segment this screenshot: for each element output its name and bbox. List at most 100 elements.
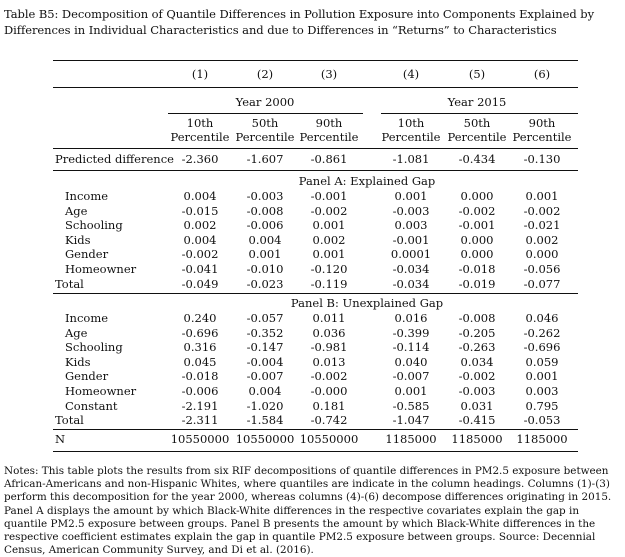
table-cell: -0.352 <box>246 325 284 340</box>
percentile-header: 50th <box>463 116 491 130</box>
table-cell: 0.000 <box>525 247 559 262</box>
table-cell: 0.016 <box>394 311 428 325</box>
table-cell: -0.053 <box>523 413 561 428</box>
table-cell: 1185000 <box>385 432 437 446</box>
header-rule <box>53 87 578 88</box>
percentile-header: 50th <box>251 116 279 130</box>
table-cell: -0.049 <box>181 276 219 291</box>
table-cell: -0.007 <box>246 369 284 384</box>
table-cell: -0.696 <box>523 340 561 355</box>
table-cell: 0.059 <box>525 354 559 369</box>
row-label: Age <box>65 325 88 340</box>
table-cell: -2.360 <box>181 152 219 166</box>
table-cell: -0.001 <box>392 232 430 247</box>
table-cell: 0.001 <box>394 189 428 203</box>
table-cell: 0.002 <box>525 232 559 247</box>
percentile-header: 10th <box>186 116 214 130</box>
table-caption: Table B5: Decomposition of Quantile Diff… <box>4 7 595 37</box>
table-cell: -0.114 <box>392 340 430 355</box>
table-cell: 0.240 <box>183 311 217 325</box>
percentile-header: Percentile <box>512 130 572 144</box>
table-cell: -0.056 <box>523 262 561 276</box>
table-cell: -0.077 <box>523 276 561 291</box>
table-cell: 0.040 <box>394 354 428 369</box>
table-cell: -0.002 <box>310 369 348 384</box>
table-cell: -0.006 <box>246 218 284 233</box>
percentile-header: Percentile <box>447 130 507 144</box>
table-cell: 0.004 <box>183 232 217 247</box>
top-rule <box>53 60 578 61</box>
row-label: Homeowner <box>65 384 137 398</box>
table-cell: 0.001 <box>248 247 282 262</box>
row-label: Age <box>65 203 88 218</box>
table-cell: 0.004 <box>183 189 217 203</box>
table-cell: -0.006 <box>181 384 219 398</box>
table-cell: 0.034 <box>460 354 494 369</box>
percentile-header: Percentile <box>235 130 295 144</box>
table-cell: -0.034 <box>392 276 430 291</box>
table-cell: 10550000 <box>235 432 295 446</box>
table-cell: -0.415 <box>458 413 496 428</box>
table-cell: -0.399 <box>392 325 430 340</box>
table-cell: 0.013 <box>312 354 346 369</box>
table-cell: 10550000 <box>170 432 230 446</box>
table-cell: -0.001 <box>310 189 348 203</box>
row-label: N <box>55 432 66 446</box>
percentile-header: Percentile <box>170 130 230 144</box>
table-cell: 0.004 <box>248 384 282 398</box>
table-cell: 0.002 <box>312 232 346 247</box>
table-cell: -0.041 <box>181 262 219 276</box>
percentile-header: Percentile <box>381 130 441 144</box>
panel-b-rule <box>53 429 578 430</box>
panel-title: Panel A: Explained Gap <box>298 174 436 188</box>
table-cell: -0.262 <box>523 325 561 340</box>
predicted-rule <box>53 170 578 171</box>
table-cell: -0.034 <box>392 262 430 276</box>
row-label: Constant <box>65 398 118 413</box>
table-cell: -0.001 <box>458 218 496 233</box>
table-cell: -2.191 <box>181 398 219 413</box>
table-cell: -1.020 <box>246 398 284 413</box>
row-label: Total <box>55 276 84 291</box>
row-label: Gender <box>65 369 109 384</box>
table-cell: -0.010 <box>246 262 284 276</box>
table-cell: 0.0001 <box>390 247 432 262</box>
column-number: (2) <box>256 67 274 81</box>
table-cell: -0.007 <box>392 369 430 384</box>
table-cell: 1185000 <box>451 432 503 446</box>
table-cell: 0.001 <box>525 369 559 384</box>
table-cell: -0.119 <box>310 276 348 291</box>
panel-a-rule <box>53 293 578 294</box>
row-label: Income <box>65 311 109 325</box>
table-cell: -0.205 <box>458 325 496 340</box>
column-number: (5) <box>468 67 486 81</box>
table-cell: 0.000 <box>460 189 494 203</box>
table-cell: -0.742 <box>310 413 348 428</box>
table-cell: -0.008 <box>458 311 496 325</box>
table-cell: -0.000 <box>310 384 348 398</box>
percentile-header: 90th <box>315 116 343 130</box>
year-group-label: Year 2000 <box>235 95 295 109</box>
table-cell: -0.002 <box>458 203 496 218</box>
column-number: (1) <box>191 67 209 81</box>
table-cell: -0.981 <box>310 340 348 355</box>
table-notes: Notes: This table plots the results from… <box>4 465 612 557</box>
table-cell: -0.008 <box>246 203 284 218</box>
column-number: (3) <box>320 67 338 81</box>
table-cell: 0.031 <box>460 398 494 413</box>
year-2000-rule <box>168 113 363 114</box>
row-label: Kids <box>65 232 91 247</box>
row-label: Predicted difference <box>55 152 174 166</box>
table-cell: -0.130 <box>523 152 561 166</box>
subheader-rule <box>53 148 578 149</box>
column-number: (6) <box>533 67 551 81</box>
table-cell: 0.001 <box>312 247 346 262</box>
table-cell: -0.434 <box>458 152 496 166</box>
table-cell: 0.181 <box>312 398 346 413</box>
table-cell: -0.147 <box>246 340 284 355</box>
table-cell: -0.696 <box>181 325 219 340</box>
table-cell: 0.003 <box>525 384 559 398</box>
row-label: Schooling <box>65 218 123 233</box>
table-cell: -0.585 <box>392 398 430 413</box>
table-cell: 0.046 <box>525 311 559 325</box>
